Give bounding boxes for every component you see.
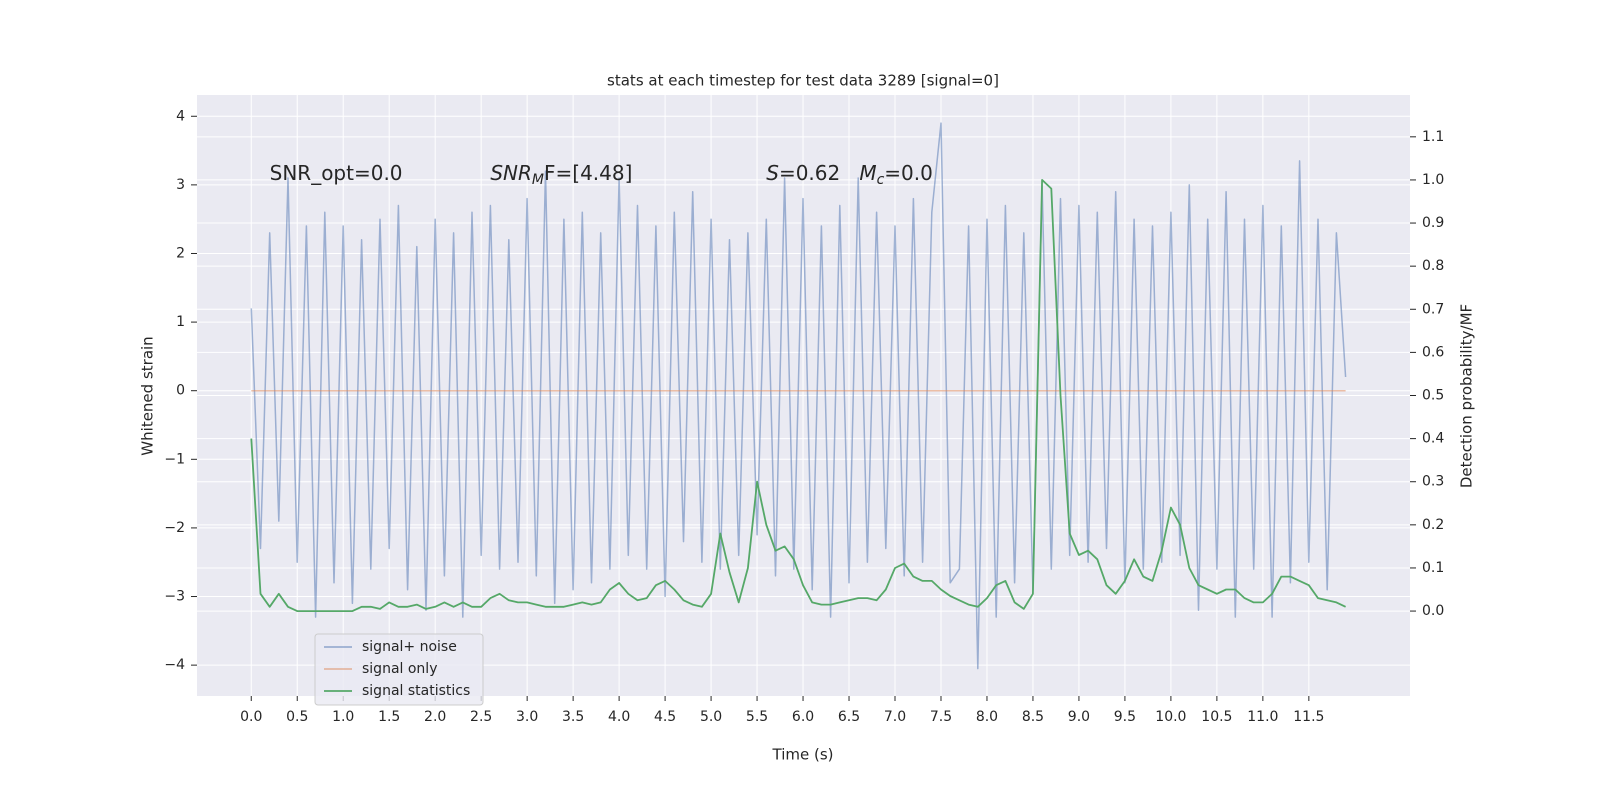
x-tick-label: 1.0 bbox=[332, 709, 354, 725]
y2-tick-label: 0.5 bbox=[1422, 388, 1444, 404]
y-tick-label: −4 bbox=[164, 657, 185, 673]
x-tick-label: 5.5 bbox=[746, 709, 768, 725]
x-tick-label: 2.5 bbox=[470, 709, 492, 725]
annotation-part: S bbox=[766, 160, 779, 184]
y2-tick-label: 0.8 bbox=[1422, 258, 1444, 274]
x-axis-label: Time (s) bbox=[772, 746, 834, 764]
x-tick-label: 2.0 bbox=[424, 709, 446, 725]
x-tick-label: 8.5 bbox=[1022, 709, 1044, 725]
y2-tick-label: 0.6 bbox=[1422, 344, 1444, 360]
y-tick-label: 2 bbox=[176, 245, 185, 261]
annotation: S=0.62 Mc=0.0 bbox=[766, 160, 933, 188]
x-tick-label: 9.0 bbox=[1068, 709, 1090, 725]
annotation-part: M bbox=[859, 160, 876, 184]
annotation-part: SNR_opt=0.0 bbox=[270, 160, 403, 184]
series-line bbox=[250, 178, 1346, 612]
y2-tick-label: 0.0 bbox=[1422, 603, 1444, 619]
y-tick-label: 1 bbox=[176, 314, 185, 330]
x-tick-label: 0.5 bbox=[286, 709, 308, 725]
annotation-part: SNR bbox=[490, 160, 532, 184]
annotation: SNRMF=[4.48] bbox=[490, 160, 632, 188]
x-tick-label: 11.5 bbox=[1293, 709, 1324, 725]
x-tick-label: 11.0 bbox=[1247, 709, 1278, 725]
x-tick-label: 9.5 bbox=[1114, 709, 1136, 725]
y-tick-label: 3 bbox=[176, 177, 185, 193]
y-tick-label: −3 bbox=[164, 589, 185, 605]
x-tick-label: 4.0 bbox=[608, 709, 630, 725]
legend-box bbox=[314, 633, 484, 706]
legend-label: signal only bbox=[362, 661, 437, 677]
x-tick-label: 6.5 bbox=[838, 709, 860, 725]
annotation-part: c bbox=[877, 172, 885, 188]
y2-tick-label: 0.3 bbox=[1422, 474, 1444, 490]
y-tick-label: −1 bbox=[164, 451, 185, 467]
x-tick-label: 10.5 bbox=[1201, 709, 1232, 725]
y2-tick-label: 0.1 bbox=[1422, 560, 1444, 576]
x-tick-label: 5.0 bbox=[700, 709, 722, 725]
x-tick-label: 8.0 bbox=[976, 709, 998, 725]
y2-tick-label: 0.4 bbox=[1422, 431, 1444, 447]
annotation-part: F=[4.48] bbox=[544, 160, 632, 184]
y-tick-label: 4 bbox=[176, 108, 185, 124]
x-tick-label: 1.5 bbox=[378, 709, 400, 725]
x-tick-label: 3.0 bbox=[516, 709, 538, 725]
x-tick-label: 7.5 bbox=[930, 709, 952, 725]
y2-tick-label: 0.9 bbox=[1422, 215, 1444, 231]
x-tick-label: 3.5 bbox=[562, 709, 584, 725]
y2-tick-label: 0.2 bbox=[1422, 517, 1444, 533]
chart-title: stats at each timestep for test data 328… bbox=[607, 72, 999, 90]
annotation: SNR_opt=0.0 bbox=[270, 160, 403, 184]
x-tick-label: 10.0 bbox=[1155, 709, 1186, 725]
annotation-part: =0.0 bbox=[884, 160, 933, 184]
x-tick-label: 7.0 bbox=[884, 709, 906, 725]
y2-tick-label: 1.1 bbox=[1422, 129, 1444, 145]
y2-tick-label: 0.7 bbox=[1422, 301, 1444, 317]
annotation-part: M bbox=[532, 172, 544, 188]
legend-label: signal+ noise bbox=[362, 639, 457, 655]
x-tick-label: 0.0 bbox=[240, 709, 262, 725]
y-tick-label: 0 bbox=[176, 383, 185, 399]
y-tick-label: −2 bbox=[164, 520, 185, 536]
x-tick-label: 6.0 bbox=[792, 709, 814, 725]
y2-axis-label: Detection probability/MF bbox=[1458, 304, 1476, 488]
x-tick-label: 4.5 bbox=[654, 709, 676, 725]
series-line bbox=[250, 122, 1347, 670]
y-axis-label: Whitened strain bbox=[139, 336, 157, 455]
y2-tick-label: 1.0 bbox=[1422, 172, 1444, 188]
annotation-part: =0.62 bbox=[779, 160, 859, 184]
legend-label: signal statistics bbox=[362, 683, 470, 699]
